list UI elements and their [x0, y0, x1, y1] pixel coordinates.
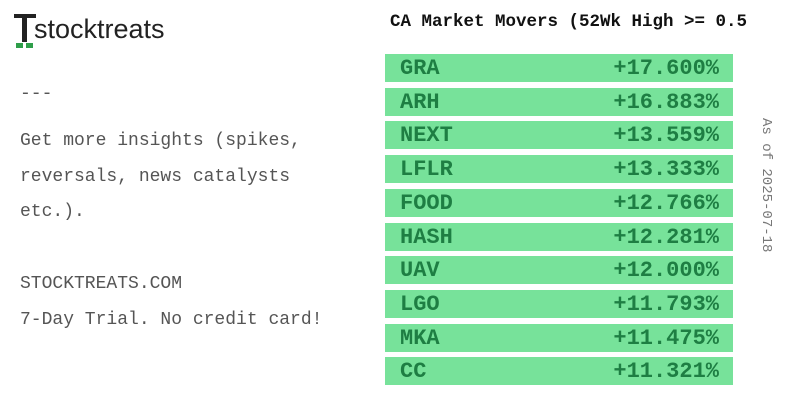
promo-line: Get more insights (spikes,: [20, 131, 301, 151]
change: +13.333%: [613, 157, 719, 183]
as-of-date: As of 2025-07-18: [758, 118, 774, 253]
change: +11.793%: [613, 291, 719, 317]
separator: ---: [20, 84, 53, 104]
ticker: LFLR: [400, 157, 453, 183]
logo-icon: [14, 14, 36, 48]
change: +13.559%: [613, 123, 719, 149]
offer: 7-Day Trial. No credit card!: [20, 310, 323, 330]
change: +12.766%: [613, 190, 719, 216]
ticker: FOOD: [400, 190, 453, 216]
table-row: NEXT +13.559%: [385, 121, 733, 150]
change: +17.600%: [613, 56, 719, 81]
ticker: CC: [400, 359, 427, 385]
ticker: NEXT: [400, 123, 453, 149]
table-row: LGO +11.793%: [385, 289, 733, 318]
promo-line: reversals, news catalysts: [20, 167, 291, 187]
change: +16.883%: [613, 89, 719, 115]
table-row: ARH +16.883%: [385, 87, 733, 116]
table-row: UAV +12.000%: [385, 256, 733, 285]
table-row: MKA +11.475%: [385, 323, 733, 352]
table-row: FOOD +12.766%: [385, 188, 733, 217]
ticker: LGO: [400, 291, 440, 317]
ticker: ARH: [400, 89, 440, 115]
logo-text: stocktreats: [34, 14, 165, 44]
table-row: GRA +17.600%: [385, 54, 733, 82]
ticker: MKA: [400, 325, 440, 351]
ticker: HASH: [400, 224, 453, 250]
ticker: GRA: [400, 56, 440, 81]
title: CA Market Movers (52Wk High >= 0.5: [390, 12, 748, 32]
table-row: HASH +12.281%: [385, 222, 733, 251]
site-link[interactable]: STOCKTREATS.COM: [20, 274, 183, 294]
ticker: UAV: [400, 258, 440, 284]
change: +11.475%: [613, 325, 719, 351]
promo-line: etc.).: [20, 202, 85, 222]
change: +12.000%: [613, 258, 719, 284]
table-row: CC +11.321%: [385, 357, 733, 386]
change: +12.281%: [613, 224, 719, 250]
change: +11.321%: [613, 359, 719, 385]
table-row: LFLR +13.333%: [385, 155, 733, 184]
